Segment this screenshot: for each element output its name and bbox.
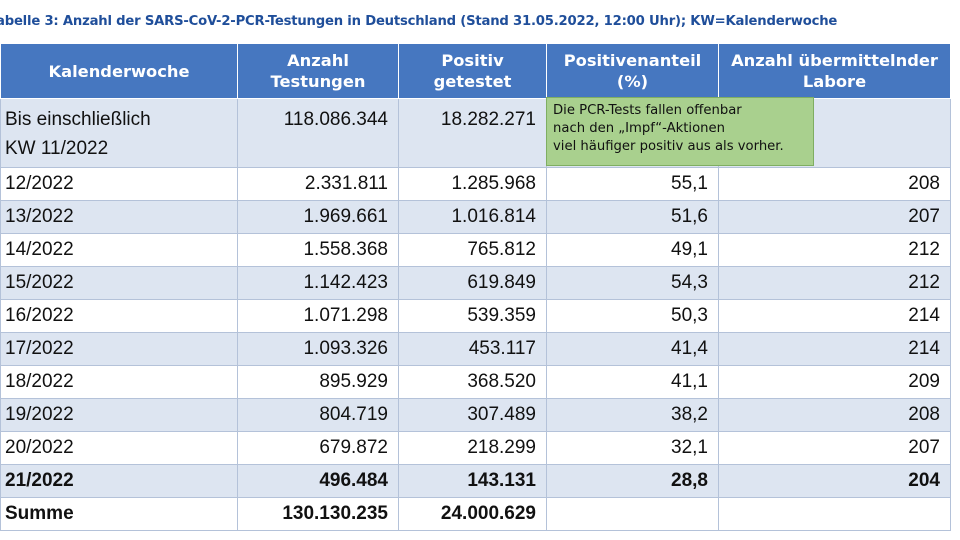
- cell-labs: [718, 497, 951, 531]
- cell-week: 15/2022: [0, 266, 238, 300]
- cell-share: [546, 497, 719, 531]
- cell-labs: 204: [718, 464, 951, 498]
- cell-labs: 212: [718, 266, 951, 300]
- cell-share: 50,3: [546, 299, 719, 333]
- table-caption: abelle 3: Anzahl der SARS-CoV-2-PCR-Test…: [0, 14, 838, 29]
- table-row: 13/2022 1.969.661 1.016.814 51,6 207: [0, 200, 951, 234]
- cell-week: Bis einschließlich KW 11/2022: [0, 98, 238, 168]
- callout-line: nach den „Impf“-Aktionen: [553, 121, 725, 136]
- col-header-tests: Anzahl Testungen: [237, 43, 399, 99]
- header-row: Kalenderwoche Anzahl Testungen Positiv get…: [0, 43, 951, 99]
- cell-positive: 1.016.814: [398, 200, 547, 234]
- cell-tests: 1.093.326: [237, 332, 399, 366]
- cell-share: 41,1: [546, 365, 719, 399]
- col-header-share: Positivenanteil (%): [546, 43, 719, 99]
- cell-positive: 368.520: [398, 365, 547, 399]
- cell-positive: 218.299: [398, 431, 547, 465]
- cell-tests: 1.969.661: [237, 200, 399, 234]
- cell-labs: 207: [718, 200, 951, 234]
- cell-share: 51,6: [546, 200, 719, 234]
- cell-tests: 679.872: [237, 431, 399, 465]
- cell-positive: 1.285.968: [398, 167, 547, 201]
- cell-tests: 1.558.368: [237, 233, 399, 267]
- cell-week: 14/2022: [0, 233, 238, 267]
- cell-positive: 453.117: [398, 332, 547, 366]
- cell-positive: 307.489: [398, 398, 547, 432]
- cell-tests: 895.929: [237, 365, 399, 399]
- table-row: 16/2022 1.071.298 539.359 50,3 214: [0, 299, 951, 333]
- cell-week: 18/2022: [0, 365, 238, 399]
- cell-share: 38,2: [546, 398, 719, 432]
- cell-labs: 214: [718, 299, 951, 333]
- col-header-labs: Anzahl übermittelnder Labore: [718, 43, 951, 99]
- cell-tests: 1.142.423: [237, 266, 399, 300]
- cell-labs: 214: [718, 332, 951, 366]
- table-body: Bis einschließlich KW 11/2022 118.086.344 1…: [0, 98, 951, 531]
- table-row: 15/2022 1.142.423 619.849 54,3 212: [0, 266, 951, 300]
- cell-week: Summe: [0, 497, 238, 531]
- col-header-week: Kalenderwoche: [0, 43, 238, 99]
- cell-labs: 208: [718, 398, 951, 432]
- cell-tests: 1.071.298: [237, 299, 399, 333]
- cell-share: 54,3: [546, 266, 719, 300]
- cell-labs: 207: [718, 431, 951, 465]
- cell-share: 28,8: [546, 464, 719, 498]
- table-row: Summe 130.130.235 24.000.629: [0, 497, 951, 531]
- cell-positive: 24.000.629: [398, 497, 547, 531]
- cell-week: 13/2022: [0, 200, 238, 234]
- callout-line: Die PCR-Tests fallen offenbar: [553, 103, 742, 118]
- cell-share: 32,1: [546, 431, 719, 465]
- cell-labs: 209: [718, 365, 951, 399]
- cell-tests: 804.719: [237, 398, 399, 432]
- cell-week: 21/2022: [0, 464, 238, 498]
- cell-tests: 2.331.811: [237, 167, 399, 201]
- cell-positive: 765.812: [398, 233, 547, 267]
- cell-positive: 143.131: [398, 464, 547, 498]
- cell-positive: 619.849: [398, 266, 547, 300]
- table-row: 14/2022 1.558.368 765.812 49,1 212: [0, 233, 951, 267]
- table-row: 20/2022 679.872 218.299 32,1 207: [0, 431, 951, 465]
- table-row: 19/2022 804.719 307.489 38,2 208: [0, 398, 951, 432]
- cell-share: 41,4: [546, 332, 719, 366]
- cell-week: 12/2022: [0, 167, 238, 201]
- annotation-callout: Die PCR-Tests fallen offenbar nach den „…: [546, 97, 814, 166]
- cell-labs: 208: [718, 167, 951, 201]
- cell-week: 20/2022: [0, 431, 238, 465]
- cell-positive: 18.282.271: [398, 98, 547, 168]
- cell-positive: 539.359: [398, 299, 547, 333]
- cell-week: 16/2022: [0, 299, 238, 333]
- cell-tests: 130.130.235: [237, 497, 399, 531]
- callout-line: viel häufiger positiv aus als vorher.: [553, 139, 784, 154]
- cell-share: 49,1: [546, 233, 719, 267]
- cell-week: 19/2022: [0, 398, 238, 432]
- cell-labs: 212: [718, 233, 951, 267]
- cell-week: 17/2022: [0, 332, 238, 366]
- table-row: 18/2022 895.929 368.520 41,1 209: [0, 365, 951, 399]
- cell-tests: 496.484: [237, 464, 399, 498]
- table-row: 21/2022 496.484 143.131 28,8 204: [0, 464, 951, 498]
- table-row: 17/2022 1.093.326 453.117 41,4 214: [0, 332, 951, 366]
- cell-share: 55,1: [546, 167, 719, 201]
- col-header-positive: Positiv getestet: [398, 43, 547, 99]
- cell-tests: 118.086.344: [237, 98, 399, 168]
- table-row: 12/2022 2.331.811 1.285.968 55,1 208: [0, 167, 951, 201]
- pcr-testing-table: Kalenderwoche Anzahl Testungen Positiv get…: [0, 43, 951, 531]
